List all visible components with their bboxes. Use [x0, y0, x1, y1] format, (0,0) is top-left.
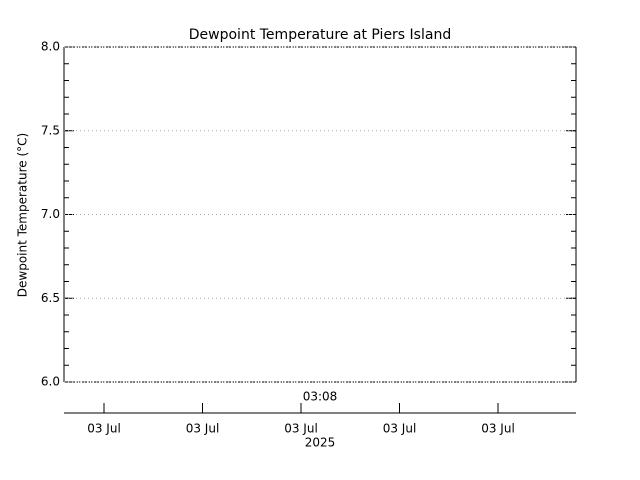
- y-tick-label: 7.0: [41, 207, 60, 221]
- x-tick-label: 03 Jul: [284, 422, 318, 436]
- x-tick-label: 03 Jul: [186, 422, 220, 436]
- x-tick-label: 03 Jul: [481, 422, 515, 436]
- time-label: 03:08: [303, 390, 338, 404]
- year-label: 2025: [305, 436, 336, 450]
- y-tick-label: 6.5: [41, 291, 60, 305]
- y-tick-label: 8.0: [41, 40, 60, 54]
- x-tick-label: 03 Jul: [383, 422, 417, 436]
- x-tick-label: 03 Jul: [87, 422, 121, 436]
- chart-title: Dewpoint Temperature at Piers Island: [189, 27, 451, 43]
- y-tick-label: 7.5: [41, 123, 60, 137]
- y-axis-label: Dewpoint Temperature (°C): [16, 133, 30, 297]
- y-tick-label: 6.0: [41, 375, 60, 389]
